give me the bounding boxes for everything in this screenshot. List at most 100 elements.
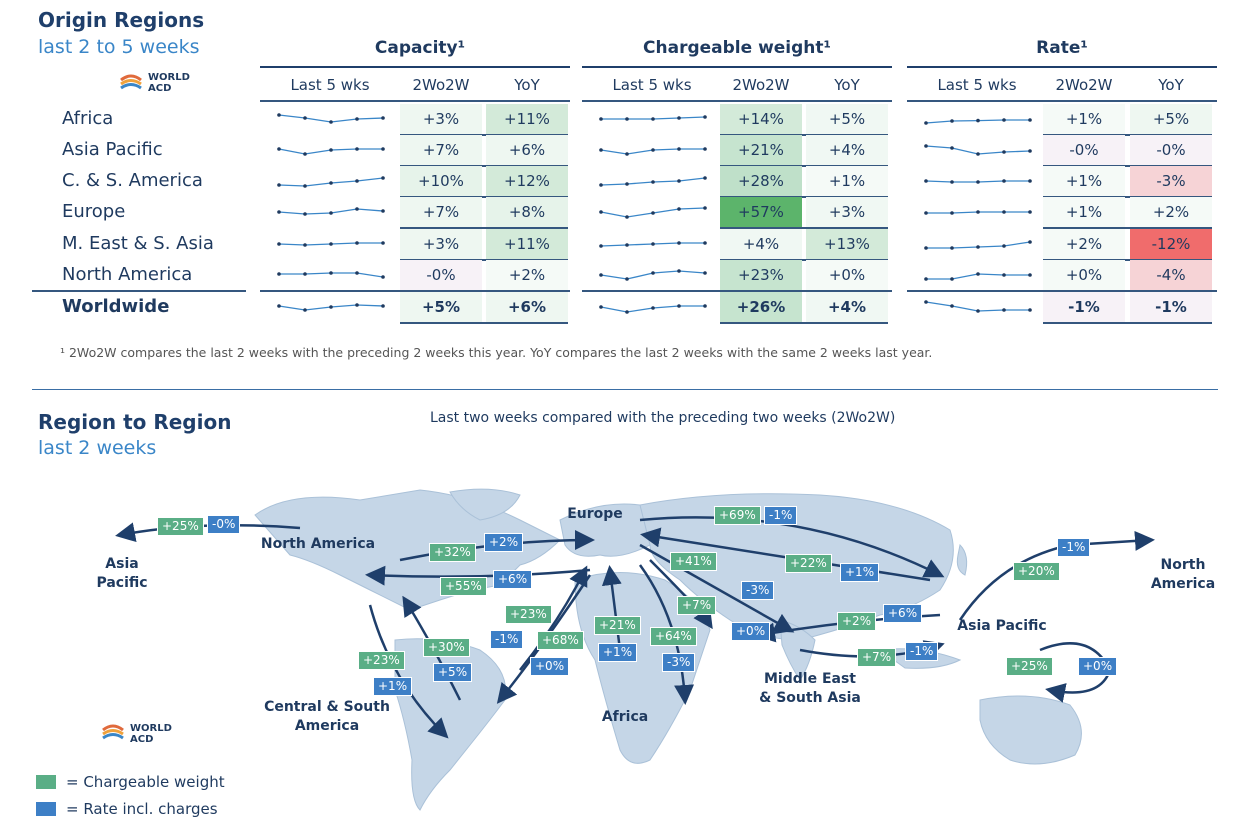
logo-line1: WORLD: [130, 723, 172, 734]
sparkline: [599, 147, 707, 156]
sparkline-point: [381, 304, 385, 308]
sparkline: [924, 300, 1032, 313]
sparkline-point: [677, 304, 681, 308]
sparkline: [599, 206, 707, 219]
sparkline-point: [303, 212, 307, 216]
sparkline-point: [355, 147, 359, 151]
sparkline-point: [924, 277, 928, 281]
table-cell: +4%: [806, 135, 888, 165]
row-rule: [1043, 165, 1212, 167]
legend-swatch-rate: [36, 802, 56, 816]
sparkline-point: [976, 272, 980, 276]
sparkline-point: [703, 176, 707, 180]
sparkline: [277, 241, 385, 247]
sparkline-point: [924, 246, 928, 250]
sparkline-point: [329, 211, 333, 215]
chip-chargeable-weight: +2%: [837, 612, 877, 631]
sparkline: [924, 272, 1032, 281]
table-cell: +13%: [806, 229, 888, 259]
sparkline-point: [703, 241, 707, 245]
table-cell: -12%: [1130, 229, 1212, 259]
chip-rate: +2%: [484, 533, 524, 552]
legend-label-weight: = Chargeable weight: [66, 773, 225, 791]
map-label-na_right: North America: [1150, 557, 1216, 592]
table-cell: +1%: [1043, 104, 1125, 134]
sparkline-point: [703, 115, 707, 119]
row-label: Worldwide: [62, 296, 170, 317]
sparkline-point: [355, 271, 359, 275]
group-rule: [582, 66, 892, 68]
chip-rate: -0%: [207, 515, 241, 534]
chip-rate: -3%: [662, 653, 696, 672]
chip-chargeable-weight: +25%: [157, 517, 204, 536]
table-cell: +3%: [400, 229, 482, 259]
table-cell: +5%: [806, 104, 888, 134]
sparkline-point: [924, 179, 928, 183]
sparkline-point: [355, 117, 359, 121]
table-cell: -4%: [1130, 260, 1212, 290]
table-cell: -1%: [1043, 292, 1125, 322]
legend-swatch-weight: [36, 775, 56, 789]
sparkline-point: [1002, 118, 1006, 122]
map-label-ap: Asia Pacific: [957, 618, 1047, 634]
sparkline-point: [1002, 210, 1006, 214]
chip-chargeable-weight: +32%: [429, 543, 476, 562]
sparkline-point: [1028, 308, 1032, 312]
sparkline-point: [625, 243, 629, 247]
sparkline-point: [303, 184, 307, 188]
sparkline: [277, 303, 385, 312]
sparkline-point: [703, 271, 707, 275]
sparkline-point: [924, 300, 928, 304]
sparkline: [277, 176, 385, 188]
row-rule: [400, 134, 568, 136]
logo-line1: WORLD: [148, 72, 190, 83]
sparkline-point: [924, 144, 928, 148]
sparkline-point: [599, 117, 603, 121]
header-rule: [260, 100, 570, 102]
table-cell: +6%: [486, 292, 568, 322]
sparkline-point: [381, 147, 385, 151]
sparkline-point: [329, 148, 333, 152]
row-label: Africa: [62, 108, 114, 129]
sparkline-point: [651, 211, 655, 215]
sparkline: [599, 269, 707, 281]
sparkline-point: [381, 275, 385, 279]
sparkline-point: [677, 147, 681, 151]
chip-rate: -1%: [490, 630, 524, 649]
table-cell: +57%: [720, 197, 802, 227]
sparkline-point: [703, 147, 707, 151]
map-label-csa: Central & South America: [264, 699, 390, 734]
chip-rate: +6%: [493, 570, 533, 589]
sparkline-point: [1002, 308, 1006, 312]
footnote: ¹ 2Wo2W compares the last 2 weeks with t…: [60, 345, 933, 360]
table-cell: +1%: [1043, 166, 1125, 196]
sparkline: [924, 144, 1032, 156]
sparkline-point: [677, 241, 681, 245]
chip-chargeable-weight: +64%: [650, 627, 697, 646]
row-rule: [400, 165, 568, 167]
map-caption: Last two weeks compared with the precedi…: [430, 410, 896, 426]
chip-rate: -3%: [741, 581, 775, 600]
col-2wo2w-rate: 2Wo2W: [1055, 76, 1113, 94]
sparkline-point: [381, 116, 385, 120]
sparkline-point: [381, 209, 385, 213]
sparkline-point: [381, 241, 385, 245]
table-cell: +5%: [400, 292, 482, 322]
worldwide-rule: [582, 290, 892, 292]
sparkline: [924, 210, 1032, 215]
table-cell: -0%: [1130, 135, 1212, 165]
chip-rate: +1%: [373, 677, 413, 696]
sparkline-point: [950, 304, 954, 308]
sparkline-point: [677, 207, 681, 211]
table-cell: +0%: [806, 260, 888, 290]
map-label-mesa: Middle East & South Asia: [759, 671, 861, 706]
table-cell: -0%: [1043, 135, 1125, 165]
row-rule: [400, 227, 568, 229]
chip-chargeable-weight: +68%: [537, 631, 584, 650]
table-cell: +1%: [806, 166, 888, 196]
group-title-chargeable-weight: Chargeable weight¹: [643, 38, 831, 58]
sparkline-point: [599, 210, 603, 214]
sparkline-point: [1002, 244, 1006, 248]
sparkline-point: [950, 119, 954, 123]
table-cell: +14%: [720, 104, 802, 134]
